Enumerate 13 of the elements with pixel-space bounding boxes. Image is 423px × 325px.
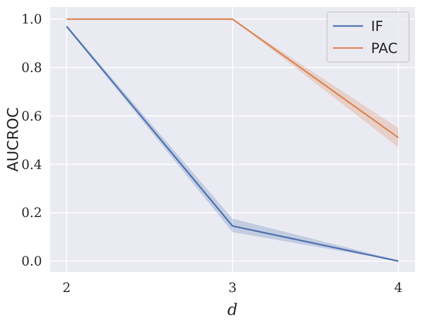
y-axis-title: AUCROC bbox=[4, 107, 22, 172]
y-tick-label: 0.6 bbox=[21, 109, 42, 124]
legend-label: PAC bbox=[371, 41, 398, 57]
x-tick-label: 2 bbox=[62, 281, 71, 296]
x-tick-label: 3 bbox=[228, 281, 237, 296]
legend-label: IF bbox=[371, 19, 384, 35]
y-tick-label: 0.4 bbox=[21, 158, 42, 173]
y-tick-label: 0.0 bbox=[21, 254, 42, 270]
y-tick-label: 0.8 bbox=[21, 61, 42, 76]
y-tick-label: 0.2 bbox=[21, 206, 42, 222]
x-tick-label: 4 bbox=[394, 281, 403, 296]
x-axis-title: d bbox=[227, 300, 238, 319]
y-tick-label: 1.0 bbox=[21, 12, 42, 28]
